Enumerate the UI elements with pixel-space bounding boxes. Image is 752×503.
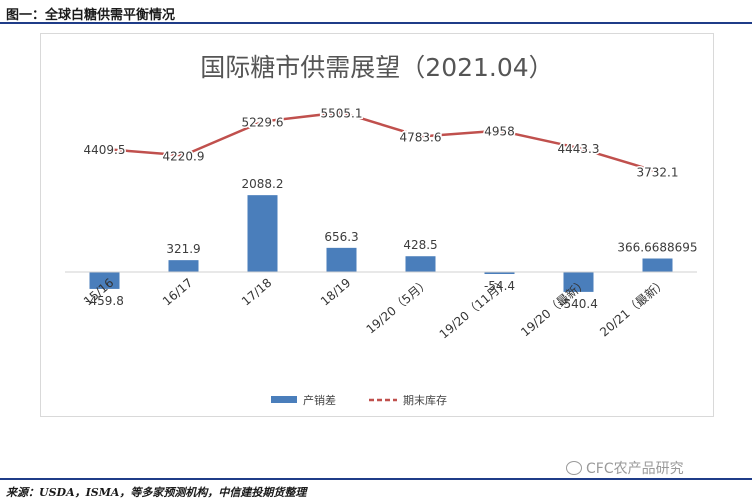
chart-title: 国际糖市供需展望（2021.04） [200,53,553,82]
line-data-label: 4783.6 [400,130,442,144]
source-note: 来源：USDA，ISMA，等多家预测机构，中信建投期货整理 [6,486,307,499]
x-tick-label: 19/20（11月） [437,276,512,342]
chart-frame: 国际糖市供需展望（2021.04） -459.8 321.9 2088.2 656.3… [40,33,714,417]
figure-header: 图一：全球白糖供需平衡情况 [6,2,746,24]
watermark: CFC农产品研究 [566,458,684,478]
line-series: 4409.5 4220.9 5229.6 5505.1 4783.6 4958 4443.3… [82,105,680,181]
line-data-label: 4443.3 [558,142,600,156]
line-data-label: 4958 [484,125,515,139]
line-data-label: 4409.5 [84,143,126,157]
x-tick-label: 16/17 [160,276,195,309]
line-path [104,111,658,173]
x-tick-label: 20/21（最新） [597,275,670,340]
legend-swatch-bar [271,396,297,403]
legend-label-bar: 产销差 [303,393,336,407]
legend-label-line: 期末库存 [403,393,447,407]
line-data-label: 4220.9 [163,149,205,163]
bar-data-label: 366.6688695 [617,241,697,255]
legend: 产销差 期末库存 [271,393,447,407]
bar [642,258,673,272]
bar-data-label: 2088.2 [242,177,284,191]
bar-data-label: 428.5 [403,238,437,252]
figure-caption: 图一：全球白糖供需平衡情况 [6,8,176,23]
line-data-label: 3732.1 [637,166,679,180]
top-rule [0,22,752,24]
x-tick-label: 19/20（5月） [364,276,433,337]
bar-data-label: 321.9 [166,242,200,256]
wechat-icon [566,461,582,475]
bar [168,260,199,272]
bar [484,272,515,275]
bar [89,272,120,289]
bar-data-label: 656.3 [324,230,358,244]
x-axis: 15/16 16/17 17/18 18/19 19/20（5月） 19/20（11月） 1… [65,271,697,342]
bar-series: -459.8 321.9 2088.2 656.3 428.5 -54.4 -540.4 36… [85,177,697,311]
bar-data-label: -540.4 [559,297,598,311]
watermark-text: CFC农产品研究 [586,461,684,477]
bar [405,256,436,272]
line-data-label: 5229.6 [242,116,284,130]
x-tick-label: 18/19 [318,276,353,309]
bottom-rule [0,478,752,480]
bar [563,272,594,292]
line-data-label: 5505.1 [321,106,363,120]
bar [326,247,357,272]
bar-data-label: -54.4 [484,279,515,293]
x-tick-label: 17/18 [239,276,274,309]
sugar-balance-chart: 国际糖市供需展望（2021.04） -459.8 321.9 2088.2 656.3… [65,53,698,407]
bar-data-label: -459.8 [85,294,124,308]
bar [247,195,278,272]
